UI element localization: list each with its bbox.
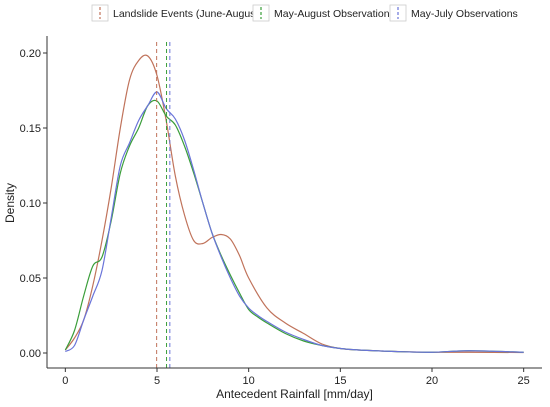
x-tick-label: 20	[426, 375, 438, 387]
legend-item-2: May-August Observations	[252, 4, 395, 22]
legend-label: May-July Observations	[411, 8, 518, 20]
legend-item-1: Landslide Events (June-August)	[91, 4, 262, 22]
axes: 0 5 10 15 20 25 0.00 0.05 0.10 0.15 0.20	[20, 36, 542, 387]
x-tick-label: 10	[243, 375, 255, 387]
legend: Landslide Events (June-August) May-August…	[91, 4, 518, 22]
x-tick-label: 5	[154, 375, 160, 387]
legend-label: May-August Observations	[274, 8, 395, 20]
y-tick-label: 0.05	[20, 273, 41, 285]
x-tick-label: 15	[334, 375, 346, 387]
legend-label: Landslide Events (June-August)	[113, 8, 262, 20]
series-line-1	[64, 54, 524, 354]
x-tick-label: 25	[518, 375, 530, 387]
legend-item-3: May-July Observations	[389, 4, 518, 22]
x-axis-title: Antecedent Rainfall [mm/day]	[216, 387, 373, 401]
series-line-2	[64, 99, 524, 353]
y-axis-title: Density	[3, 183, 17, 223]
y-tick-label: 0.15	[20, 123, 41, 135]
y-tick-label: 0.00	[20, 348, 41, 360]
y-tick-label: 0.20	[20, 48, 41, 60]
mean-lines	[156, 42, 171, 368]
plot-area	[64, 54, 524, 354]
x-tick-label: 0	[62, 375, 68, 387]
y-tick-label: 0.10	[20, 198, 41, 210]
series-line-3	[65, 91, 524, 353]
